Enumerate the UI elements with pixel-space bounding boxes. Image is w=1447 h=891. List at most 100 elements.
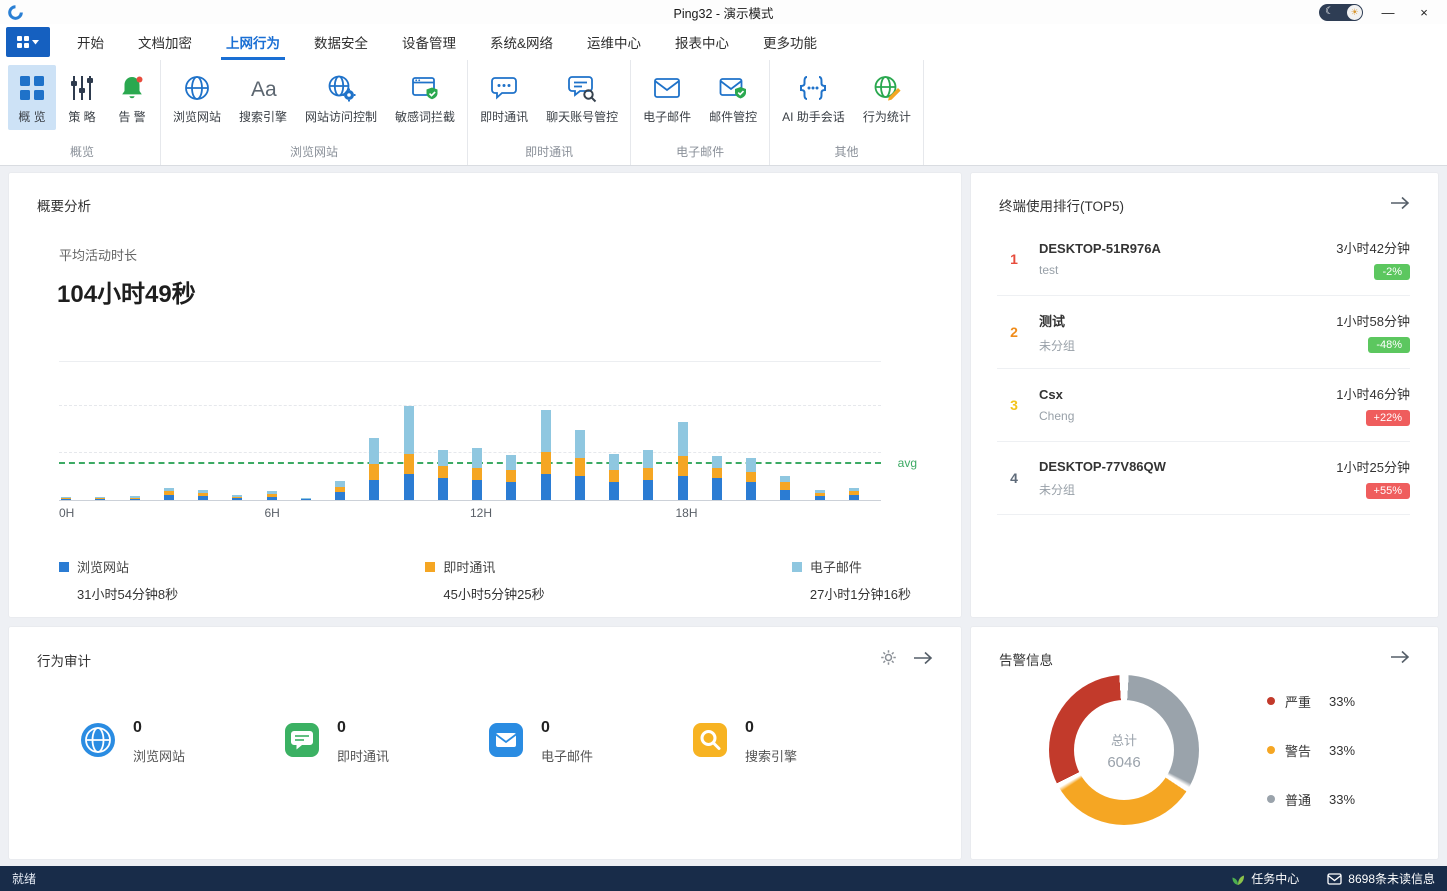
ribbon-item[interactable]: 浏览网站 <box>165 65 229 130</box>
ribbon-item[interactable]: 行为统计 <box>855 65 919 130</box>
chart-bar-segment <box>198 493 208 496</box>
ribbon-item[interactable]: 聊天账号管控 <box>538 65 626 130</box>
menu-tab-1[interactable]: 开始 <box>77 36 104 51</box>
chart-bar <box>266 491 277 500</box>
menu-tab-6[interactable]: 系统&网络 <box>490 36 554 51</box>
top5-change-badge: +22% <box>1365 410 1410 426</box>
ribbon-item[interactable]: AI 助手会话 <box>774 65 853 130</box>
chart-bar-segment <box>472 468 482 480</box>
chart-bar-segment <box>746 482 756 500</box>
chart-bar-segment <box>540 474 551 500</box>
chart-bar-segment <box>848 491 859 495</box>
minimize-button[interactable]: — <box>1381 4 1395 20</box>
audit-stat[interactable]: 0 浏览网站 <box>79 719 229 765</box>
alerts-more-arrow-icon[interactable] <box>1390 650 1410 669</box>
menubar: 开始 文档加密 上网行为 数据安全 设备管理 系统&网络 运维中心 报表中心 更多功能 <box>0 24 1447 60</box>
search-badge-icon <box>691 721 729 764</box>
menu-tabs: 开始 文档加密 上网行为 数据安全 设备管理 系统&网络 运维中心 报表中心 更多功能 <box>60 24 834 60</box>
mail-icon <box>1327 872 1342 885</box>
audit-stat-count: 0 <box>541 719 550 736</box>
chart-bar-segment <box>369 464 380 480</box>
chart-bar-segment <box>711 456 722 468</box>
chart-bar <box>61 496 71 500</box>
top5-card: 终端使用排行(TOP5) 1 DESKTOP-51R976A test 3小时42分钟… <box>970 172 1439 618</box>
ribbon-item[interactable]: 概 览 <box>8 65 56 130</box>
ribbon-item-label: 浏览网站 <box>173 110 222 124</box>
close-button[interactable]: × <box>1420 4 1428 20</box>
chart-bar-segment <box>61 496 71 498</box>
chart-bar-segment <box>300 498 311 499</box>
chart-bar <box>403 406 414 500</box>
audit-stat[interactable]: 0 电子邮件 <box>487 719 637 765</box>
avg-line-label: avg <box>897 456 917 470</box>
chart-bar-segment <box>677 422 688 456</box>
menu-tab-5[interactable]: 设备管理 <box>402 36 456 51</box>
svg-text:Aa: Aa <box>251 78 277 101</box>
ribbon-item-label: 网站访问控制 <box>305 110 378 124</box>
top5-more-arrow-icon[interactable] <box>1390 196 1410 215</box>
ribbon-group-label: 浏览网站 <box>290 145 339 159</box>
chart-bar-segment <box>369 480 380 500</box>
top5-row[interactable]: 2 测试 未分组 1小时58分钟 -48% <box>997 296 1410 369</box>
chat-badge-icon <box>283 721 321 764</box>
mail-control-icon <box>718 71 748 104</box>
sensitive-word-block-icon <box>410 71 440 104</box>
audit-settings-gear-icon[interactable] <box>880 649 897 671</box>
chart-legend: 浏览网站 31小时54分钟8秒 即时通讯 45小时5分钟25秒 电子邮件 27小时1分钟1… <box>59 557 937 603</box>
audit-stats: 0 浏览网站 0 即时通讯 0 电子邮件 0 搜索引擎 <box>9 719 961 765</box>
ribbon-item[interactable]: Aa 搜索引擎 <box>231 65 295 130</box>
audit-more-arrow-icon[interactable] <box>913 651 933 670</box>
sun-icon: ☀ <box>1347 4 1362 20</box>
chart-bar-segment <box>814 496 825 500</box>
chart-bar-segment <box>540 452 551 474</box>
menu-tab-8[interactable]: 报表中心 <box>675 36 730 51</box>
unread-messages-button[interactable]: 8698条未读信息 <box>1327 870 1435 887</box>
chart-bar <box>232 495 243 500</box>
ribbon-item[interactable]: 邮件管控 <box>701 65 765 130</box>
activity-chart: avg 0H 6H 12H 18H <box>59 361 917 521</box>
chart-bar-segment <box>780 490 791 500</box>
top5-duration: 1小时25分钟 <box>1336 460 1410 475</box>
ribbon-item-label: 告 警 <box>118 110 146 124</box>
menu-tab-2[interactable]: 文档加密 <box>138 36 192 51</box>
alert-legend-row: 严重 33% <box>1267 692 1355 711</box>
globe-badge-icon <box>79 721 117 764</box>
ribbon-item[interactable]: 敏感词拦截 <box>387 65 463 130</box>
chart-bar <box>472 448 482 500</box>
top5-row[interactable]: 4 DESKTOP-77V86QW 未分组 1小时25分钟 +55% <box>997 442 1410 515</box>
chart-bar <box>746 458 756 500</box>
chart-bar <box>437 450 448 500</box>
menu-tab-3[interactable]: 上网行为 <box>209 24 297 60</box>
chart-bar-segment <box>266 494 277 497</box>
top5-row[interactable]: 1 DESKTOP-51R976A test 3小时42分钟 -2% <box>997 223 1410 296</box>
menu-tab-4[interactable]: 数据安全 <box>314 36 368 51</box>
app-menu-button[interactable] <box>6 27 50 57</box>
audit-stat[interactable]: 0 搜索引擎 <box>691 719 841 765</box>
legend-swatch <box>425 561 436 572</box>
task-center-button[interactable]: 任务中心 <box>1231 870 1299 887</box>
donut-center: 总计 6046 <box>1074 700 1174 800</box>
ribbon-item[interactable]: 电子邮件 <box>635 65 699 130</box>
audit-stat[interactable]: 0 即时通讯 <box>283 719 433 765</box>
audit-stat-label: 即时通讯 <box>337 749 390 764</box>
theme-toggle[interactable]: ☾ ☀ <box>1319 3 1363 21</box>
chart-bar <box>814 490 825 500</box>
ribbon-item[interactable]: 网站访问控制 <box>297 65 385 130</box>
ribbon-item[interactable]: 策 略 <box>58 65 106 130</box>
ribbon-item[interactable]: 告 警 <box>108 65 156 130</box>
chart-bar-segment <box>780 476 791 482</box>
chart-bar-segment <box>780 482 791 490</box>
menu-tab-9[interactable]: 更多功能 <box>763 36 818 51</box>
top5-terminal-name: 测试 <box>1039 313 1066 329</box>
top5-terminal-name: DESKTOP-51R976A <box>1039 241 1161 256</box>
menu-tab-7[interactable]: 运维中心 <box>587 36 642 51</box>
chart-bar-segment <box>574 430 585 458</box>
chart-bar-segment <box>335 492 345 500</box>
top5-row[interactable]: 3 Csx Cheng 1小时46分钟 +22% <box>997 369 1410 442</box>
ribbon-item[interactable]: 即时通讯 <box>472 65 536 130</box>
chart-bar <box>643 450 654 500</box>
summary-card-title: 概要分析 <box>37 199 91 214</box>
chart-bar-segment <box>129 496 140 498</box>
ribbon-item-label: 搜索引擎 <box>239 110 288 124</box>
chart-bar-segment <box>472 448 482 468</box>
